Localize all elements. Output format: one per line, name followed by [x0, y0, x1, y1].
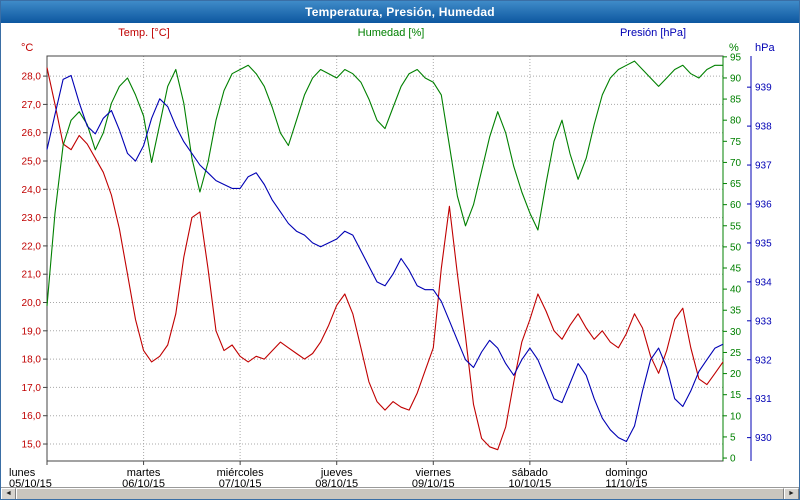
humidity-axis-label: 70	[730, 158, 742, 169]
temp-axis-label: 25,0	[22, 157, 42, 168]
humidity-axis-label: 0	[730, 454, 736, 465]
day-name-label: miércoles	[217, 467, 265, 479]
temp-axis	[43, 75, 47, 445]
humidity-unit-label: %	[729, 42, 739, 54]
temp-unit-label: °C	[21, 42, 33, 54]
humidity-axis-label: 45	[730, 264, 742, 275]
scroll-right-button[interactable]: ►	[784, 488, 799, 499]
temp-axis-label: 21,0	[22, 270, 42, 281]
pressure-axis-label: 935	[755, 238, 772, 249]
humidity-axis-label: 80	[730, 116, 742, 127]
series-humidity-line	[46, 60, 723, 307]
humidity-axis-label: 10	[730, 411, 742, 422]
day-name-label: viernes	[416, 467, 452, 479]
humidity-axis-label: 20	[730, 369, 742, 380]
pressure-axis-label: 932	[755, 355, 772, 366]
temp-axis-label: 22,0	[22, 241, 42, 252]
chart-canvas: 28,0 27,0 26,0 25,0 24,0 23,0 22,0 21,0 20,0 19,0…	[9, 27, 775, 487]
humidity-axis-label: 95	[730, 52, 742, 63]
humidity-axis-label: 65	[730, 179, 742, 190]
temp-axis-label: 26,0	[22, 128, 42, 139]
horizontal-scrollbar[interactable]: ◄ ►	[1, 487, 799, 499]
humidity-axis-label: 55	[730, 221, 742, 232]
chart-area: 28,0 27,0 26,0 25,0 24,0 23,0 22,0 21,0 20,0 19,0…	[1, 23, 799, 487]
day-date-label: 05/10/15	[9, 478, 52, 487]
humidity-axis	[723, 56, 727, 459]
scroll-left-button[interactable]: ◄	[1, 488, 16, 499]
plot-border	[46, 55, 724, 462]
humidity-axis-label: 60	[730, 200, 742, 211]
day-name-label: martes	[127, 467, 161, 479]
pressure-axis-label: 933	[755, 316, 772, 327]
day-name-label: lunes	[9, 467, 36, 479]
temp-axis-label: 27,0	[22, 100, 42, 111]
humidity-axis-label: 90	[730, 73, 742, 84]
window-titlebar: Temperatura, Presión, Humedad	[1, 1, 799, 23]
pressure-axis-label: 939	[755, 83, 772, 94]
day-date-label: 07/10/15	[219, 478, 262, 487]
series-pressure-line	[46, 74, 724, 443]
window-title: Temperatura, Presión, Humedad	[305, 5, 495, 19]
temp-axis-label: 24,0	[22, 185, 42, 196]
humidity-axis-label: 40	[730, 285, 742, 296]
temp-axis-label: 16,0	[22, 411, 42, 422]
series-temp-line	[46, 67, 724, 451]
humidity-axis-label: 5	[730, 432, 736, 443]
pressure-axis-label: 938	[755, 122, 772, 133]
day-date-label: 08/10/15	[315, 478, 358, 487]
day-date-label: 06/10/15	[122, 478, 165, 487]
temp-axis-label: 15,0	[22, 440, 42, 451]
scroll-left-icon: ◄	[5, 490, 12, 497]
pressure-axis-label: 931	[755, 394, 772, 405]
day-date-label: 11/10/15	[605, 478, 647, 487]
pressure-axis	[747, 86, 751, 439]
day-date-label: 09/10/15	[412, 478, 455, 487]
day-date-label: 10/10/15	[508, 478, 551, 487]
legend-temp-label: Temp. [°C]	[118, 27, 169, 39]
day-name-label: domingo	[605, 467, 647, 479]
humidity-axis-label: 35	[730, 306, 742, 317]
humidity-axis-label: 25	[730, 348, 742, 359]
humidity-axis-label: 15	[730, 390, 742, 401]
day-name-label: jueves	[320, 467, 353, 479]
legend-pressure-label: Presión [hPa]	[620, 27, 686, 39]
pressure-axis-label: 930	[755, 433, 772, 444]
humidity-axis-label: 50	[730, 242, 742, 253]
pressure-axis-label: 936	[755, 199, 772, 210]
temp-axis-label: 19,0	[22, 326, 42, 337]
pressure-unit-label: hPa	[755, 42, 775, 54]
humidity-axis-label: 30	[730, 327, 742, 338]
humidity-axis-label: 85	[730, 95, 742, 106]
scrollbar-thumb[interactable]	[16, 488, 784, 499]
scroll-right-icon: ►	[788, 490, 795, 497]
temp-axis-label: 20,0	[22, 298, 42, 309]
grid	[47, 56, 723, 461]
legend-humidity-label: Humedad [%]	[358, 27, 425, 39]
pressure-axis-label: 937	[755, 161, 772, 172]
temp-axis-label: 18,0	[22, 355, 42, 366]
temp-axis-label: 28,0	[22, 72, 42, 83]
temp-axis-label: 23,0	[22, 213, 42, 224]
temp-axis-label: 17,0	[22, 383, 42, 394]
humidity-axis-label: 75	[730, 137, 742, 148]
day-name-label: sábado	[512, 467, 548, 479]
pressure-axis-label: 934	[755, 277, 772, 288]
